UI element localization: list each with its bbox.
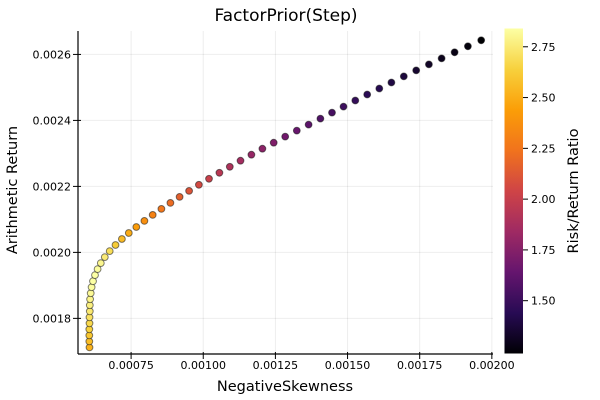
data-point [450, 48, 459, 57]
data-point [175, 193, 184, 201]
y-tick-label: 0.0018 [33, 312, 72, 325]
gridlines [78, 31, 493, 354]
data-point [292, 126, 301, 135]
x-tick-label: 0.00150 [325, 359, 371, 372]
data-point [100, 253, 109, 262]
x-tick-label: 0.00125 [253, 359, 299, 372]
data-point [464, 42, 472, 51]
colorbar-tick-label: 2.25 [531, 142, 556, 155]
colorbar-label: Risk/Return Ratio [566, 128, 582, 253]
x-tick-label: 0.00200 [469, 359, 515, 372]
data-point [477, 36, 486, 45]
data-point [375, 84, 384, 93]
data-point [236, 156, 245, 165]
data-point [215, 168, 224, 177]
x-axis-label: NegativeSkewness [217, 379, 353, 395]
axes-spines [77, 31, 493, 355]
y-tick-label: 0.0022 [33, 180, 72, 193]
data-point [132, 223, 141, 231]
colorbar-tick-label: 2.00 [531, 193, 556, 206]
colorbar-gradient [504, 28, 523, 354]
data-point [93, 265, 102, 274]
data-point [185, 187, 194, 195]
x-tick-label: 0.00075 [108, 359, 154, 372]
data-point [304, 120, 313, 129]
data-point [316, 114, 325, 123]
data-point [247, 150, 256, 159]
data-point [140, 217, 149, 225]
data-point [195, 180, 203, 189]
y-tick-label: 0.0020 [33, 246, 72, 259]
x-tick-label: 0.00100 [181, 359, 227, 372]
data-points [85, 36, 486, 352]
plot-title: FactorPrior(Step) [214, 6, 357, 26]
data-point [425, 60, 433, 69]
y-tick-label: 0.0026 [33, 48, 72, 61]
data-point [328, 108, 336, 117]
data-point [269, 138, 278, 147]
data-point [281, 132, 290, 141]
data-point [399, 72, 408, 81]
data-point [351, 96, 360, 105]
data-point [205, 174, 213, 183]
axis-ticks [73, 53, 493, 359]
data-point [387, 78, 396, 87]
data-point [124, 229, 133, 237]
axis-tick-labels: 0.00075 0.00100 0.00125 0.00150 0.00175 0.002… [33, 48, 515, 372]
data-point [225, 162, 234, 171]
colorbar: 1.50 1.75 2.00 2.25 2.50 2.75 [504, 28, 556, 354]
data-point [363, 90, 372, 99]
colorbar-tick-label: 1.50 [531, 295, 556, 308]
data-point [412, 66, 421, 75]
data-point [96, 259, 105, 268]
colorbar-tick-label: 1.75 [531, 244, 556, 257]
data-point [258, 144, 267, 153]
data-point [157, 205, 166, 213]
data-point [339, 102, 348, 111]
data-point [437, 54, 446, 63]
colorbar-tick-label: 2.50 [531, 92, 556, 105]
x-tick-label: 0.00175 [397, 359, 443, 372]
colorbar-tick-label: 2.75 [531, 41, 556, 54]
data-point [105, 247, 114, 256]
data-point [111, 241, 120, 249]
data-point [148, 211, 157, 219]
y-tick-label: 0.0024 [33, 114, 72, 127]
y-axis-label: Arithmetic Return [5, 126, 21, 254]
data-point [118, 235, 126, 243]
data-point [166, 199, 175, 207]
